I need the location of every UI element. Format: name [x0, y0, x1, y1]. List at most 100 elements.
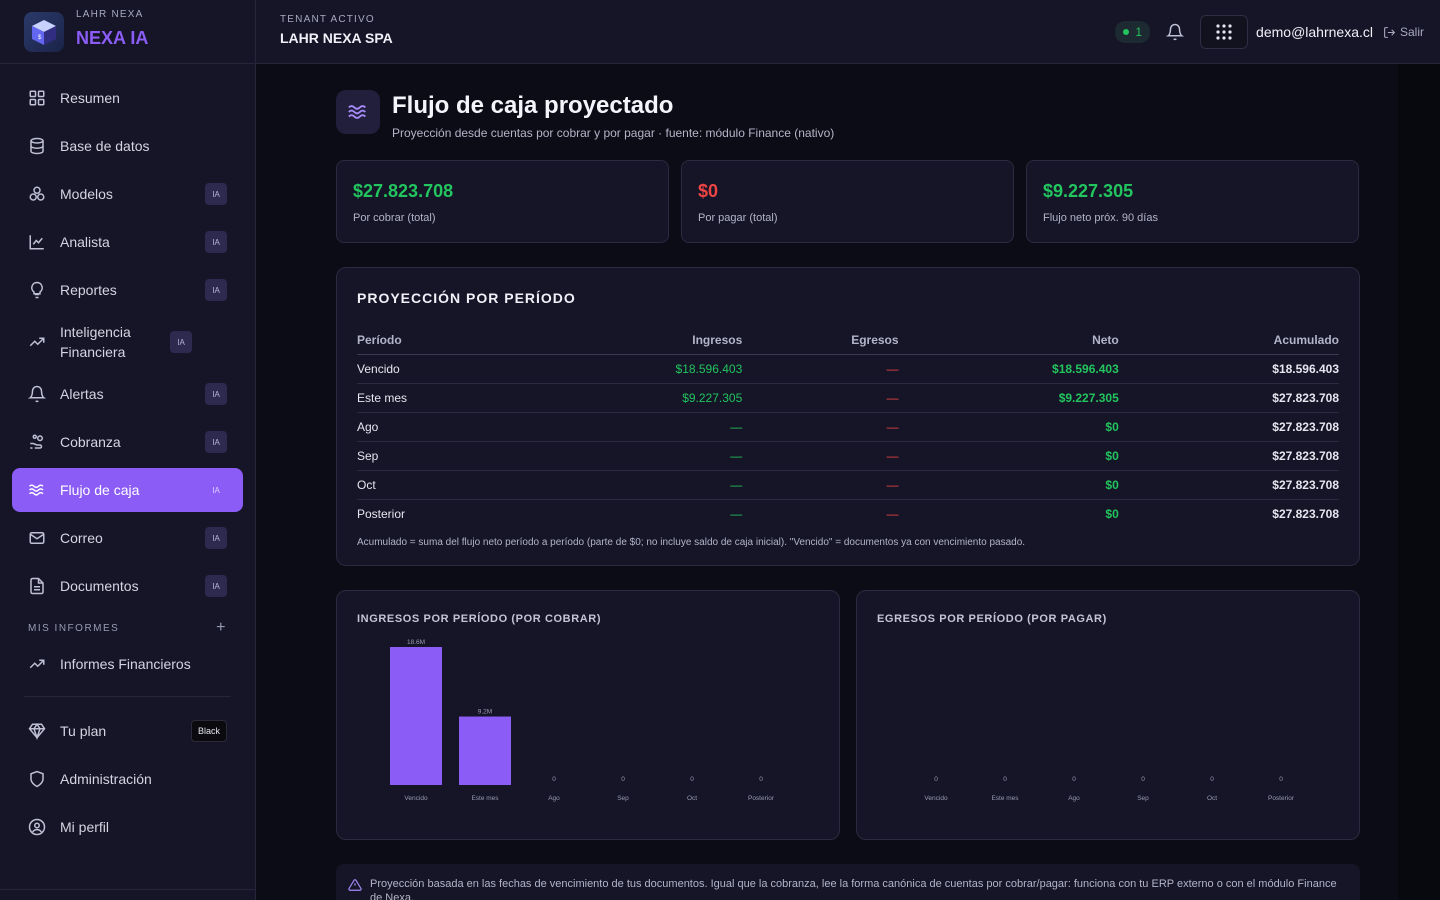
info-text: Proyección basada en las fechas de venci…	[370, 878, 1337, 900]
page-header: Flujo de caja proyectado Proyección desd…	[336, 90, 834, 140]
apps-grid-icon	[1216, 24, 1232, 40]
sidebar-item-resumen[interactable]: Resumen	[12, 76, 243, 120]
cell-ingresos: —	[522, 412, 743, 442]
bell-icon[interactable]	[1166, 23, 1185, 41]
cell-acumulado: $27.823.708	[1272, 506, 1339, 521]
reports-section-label: MIS INFORMES	[28, 622, 120, 634]
cell-periodo: Este mes	[357, 383, 523, 413]
kpi-value: $9.227.305	[1043, 181, 1134, 201]
logout-label: Salir	[1399, 25, 1424, 39]
sidebar-item-tu-plan[interactable]: Tu plan Black	[12, 709, 243, 753]
x-tick-label: Oct	[1207, 795, 1217, 802]
waves-icon	[28, 484, 44, 496]
brand-name: NEXA IA	[76, 27, 149, 48]
kpi-card-por-pagar: $0 Por pagar (total)	[681, 160, 1014, 243]
brand[interactable]: $ LAHR NEXA NEXA IA	[0, 0, 255, 64]
sidebar-item-administracion[interactable]: Administración	[12, 757, 243, 801]
cell-egresos: —	[742, 354, 899, 384]
x-tick-label: Ago	[1068, 795, 1080, 802]
sidebar-item-reportes[interactable]: Reportes IA	[12, 268, 243, 312]
data-label: 0	[621, 776, 625, 783]
trending-up-icon	[29, 337, 45, 347]
user-circle-icon	[28, 818, 46, 836]
topbar-actions: 1 demo@lahrnexa.cl Salir	[1115, 15, 1424, 49]
data-label: 0	[1141, 776, 1145, 783]
ia-badge: IA	[205, 383, 227, 405]
sidebar-item-base-de-datos[interactable]: Base de datos	[12, 124, 243, 168]
table-row: Posterior — — $0 $27.823.708	[357, 499, 1339, 528]
data-label: 9.2M	[478, 709, 492, 716]
ia-badge: IA	[205, 279, 227, 301]
kpi-label: Flujo neto próx. 90 días	[1043, 212, 1158, 224]
chart-line-icon	[29, 235, 44, 250]
sidebar-item-label: Correo	[60, 530, 103, 546]
sidebar-item-analista[interactable]: Analista IA	[12, 220, 243, 264]
sidebar-item-cobranza[interactable]: Cobranza IA	[12, 420, 243, 464]
data-label: 0	[1210, 776, 1214, 783]
kpi-row: $27.823.708 Por cobrar (total) $0 Por pa…	[336, 160, 1359, 243]
col-header-periodo: Período	[357, 326, 523, 355]
sidebar-item-informes-financieros[interactable]: Informes Financieros	[12, 642, 243, 686]
bar-vencido	[390, 647, 442, 785]
logout-button[interactable]: Salir	[1383, 25, 1424, 39]
sidebar-item-documentos[interactable]: Documentos IA	[12, 564, 243, 608]
sidebar-item-label: Administración	[60, 771, 152, 787]
waves-icon	[336, 90, 380, 134]
ia-badge: IA	[205, 575, 227, 597]
cell-acumulado: $18.596.403	[1118, 354, 1339, 384]
data-label: 0	[759, 776, 763, 783]
bell-icon	[28, 385, 46, 403]
cell-ingresos: $9.227.305	[522, 383, 743, 413]
egresos-chart: 0 Vencido 0 Este mes 0 Ago 0 Sep 0 Oct 0 Posterior	[924, 776, 1294, 802]
kpi-value: $27.823.708	[353, 181, 454, 201]
table-row: Vencido $18.596.403— $18.596.403 $18.596.40…	[357, 354, 1339, 384]
sidebar-item-alertas[interactable]: Alertas IA	[12, 372, 243, 416]
apps-button[interactable]	[1200, 15, 1249, 49]
projection-title: PROYECCIÓN POR PERÍODO	[357, 290, 576, 306]
x-tick-label: Sep	[617, 795, 629, 802]
page-title: Flujo de caja proyectado	[392, 92, 674, 119]
sidebar-bottom-divider	[0, 889, 256, 890]
main-content: Flujo de caja proyectado Proyección desd…	[256, 64, 1398, 900]
page-subtitle: Proyección desde cuentas por cobrar y po…	[392, 126, 835, 140]
cell-ingresos: —	[522, 470, 743, 500]
kpi-value: $0	[698, 181, 719, 201]
table-row: Este mes $9.227.305— $9.227.305 $27.823.708	[357, 383, 1339, 413]
ia-badge: IA	[205, 527, 227, 549]
sidebar-item-flujo-de-caja[interactable]: Flujo de caja IA	[12, 468, 243, 512]
cell-periodo: Ago	[357, 412, 523, 442]
ia-badge: IA	[170, 331, 192, 353]
ia-badge: IA	[205, 231, 227, 253]
data-label: 0	[1072, 776, 1076, 783]
database-icon	[30, 137, 44, 155]
sidebar-item-correo[interactable]: Correo IA	[12, 516, 243, 560]
cell-acumulado: $27.823.708	[1118, 383, 1339, 413]
x-tick-label: Oct	[687, 795, 697, 802]
add-report-icon[interactable]: +	[216, 619, 227, 636]
data-label: 0	[552, 776, 556, 783]
cell-egresos: —	[886, 506, 899, 521]
user-email[interactable]: demo@lahrnexa.cl	[1256, 24, 1373, 40]
sidebar-item-mi-perfil[interactable]: Mi perfil	[12, 805, 243, 849]
brand-small: LAHR NEXA	[76, 8, 144, 20]
cell-periodo: Sep	[357, 441, 523, 471]
cell-acumulado: $27.823.708	[1118, 470, 1339, 500]
cell-neto: $0	[898, 412, 1119, 442]
ingresos-chart-title: INGRESOS POR PERÍODO (POR COBRAR)	[357, 613, 602, 625]
sidebar-item-label: Flujo de caja	[60, 482, 140, 498]
sidebar-item-label: Informes Financieros	[60, 656, 191, 672]
sidebar-item-inteligencia-financiera[interactable]: Inteligencia Financiera IA	[12, 316, 243, 368]
reports-section-title: MIS INFORMES +	[12, 614, 243, 642]
status-pill[interactable]: 1	[1115, 21, 1151, 43]
status-dot-icon	[1123, 29, 1130, 35]
scroll-gutter	[1398, 64, 1440, 900]
kpi-label: Por cobrar (total)	[353, 212, 436, 224]
sidebar-item-label: Reportes	[60, 282, 117, 298]
sidebar-item-modelos[interactable]: Modelos IA	[12, 172, 243, 216]
cell-acumulado: $27.823.708	[1118, 441, 1339, 471]
table-row: Sep — — $0 $27.823.708	[357, 441, 1339, 471]
models-icon	[29, 186, 45, 201]
shield-icon	[30, 770, 44, 788]
x-tick-label: Vencido	[404, 795, 428, 802]
x-tick-label: Este mes	[991, 795, 1019, 802]
